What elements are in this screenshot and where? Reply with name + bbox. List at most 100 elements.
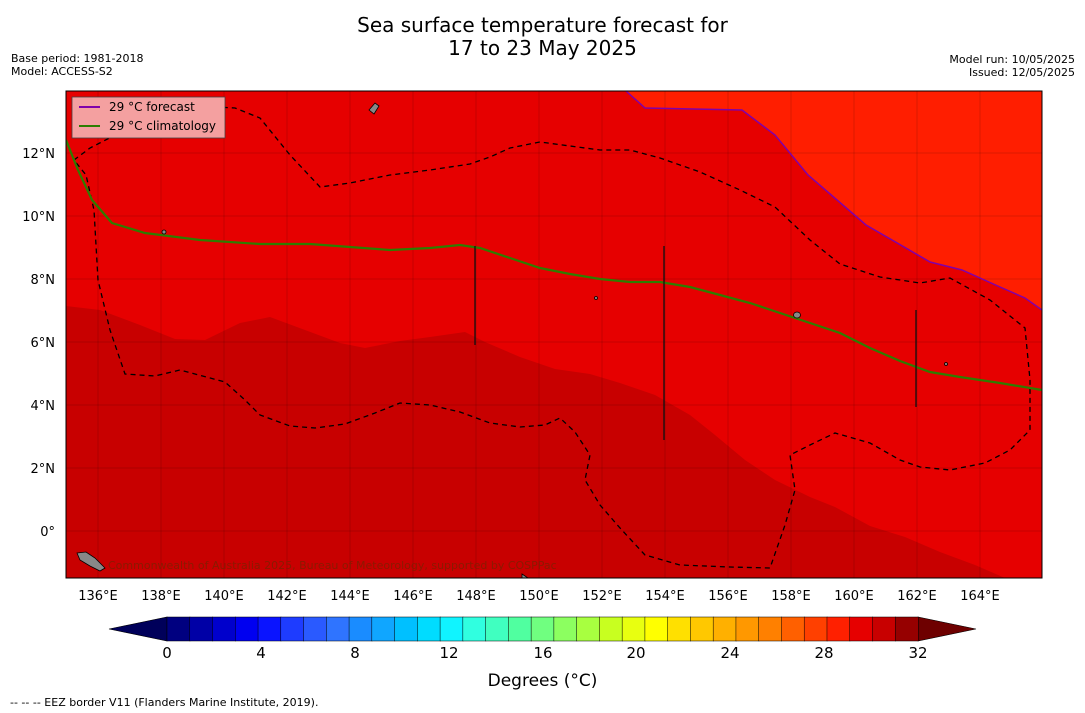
legend-forecast-label: 29 °C forecast xyxy=(109,100,195,114)
colorbar-tick: 8 xyxy=(350,644,360,662)
colorbar-cell xyxy=(644,616,669,642)
y-tick: 8°N xyxy=(31,273,56,288)
colorbar-cell xyxy=(417,616,441,642)
colorbar-cell xyxy=(712,616,737,642)
colorbar-cell xyxy=(371,616,396,642)
colorbar-tick: 4 xyxy=(256,644,266,662)
colorbar-cell xyxy=(462,616,487,642)
island-new-guinea xyxy=(76,551,106,572)
colorbar-cell xyxy=(667,616,691,642)
x-tick: 148°E xyxy=(456,589,496,604)
sst-29-region xyxy=(626,91,1042,310)
colorbar-cell xyxy=(553,616,578,642)
island-kosrae xyxy=(944,362,948,366)
colorbar-cell xyxy=(485,616,509,642)
colorbar-cell xyxy=(803,616,828,642)
x-tick: 154°E xyxy=(645,589,685,604)
issued-date: Issued: 12/05/2025 xyxy=(968,66,1075,79)
colorbar-cell xyxy=(326,616,350,642)
islands xyxy=(76,102,948,578)
x-tick: 136°E xyxy=(78,589,118,604)
x-tick: 146°E xyxy=(393,589,433,604)
colorbar-tick: 24 xyxy=(720,644,740,662)
colorbar-cell xyxy=(508,616,532,642)
colorbar-cell xyxy=(303,616,327,642)
colorbar-cell xyxy=(872,616,896,642)
colorbar-cell xyxy=(235,616,259,642)
colorbar-cell xyxy=(212,616,236,642)
colorbar-tick: 0 xyxy=(162,644,172,662)
colorbar-max-arrow xyxy=(917,616,977,642)
colorbar-cell xyxy=(576,616,600,642)
colorbar-cell xyxy=(189,616,214,642)
eez-footnote: -- -- -- EEZ border V11 (Flanders Marine… xyxy=(10,696,319,709)
island-north xyxy=(368,102,380,115)
y-axis-ticks: 12°N 10°N 8°N 6°N 4°N 2°N 0° xyxy=(22,147,55,540)
title-line-2: 17 to 23 May 2025 xyxy=(448,36,637,60)
x-tick: 158°E xyxy=(771,589,811,604)
model-run-info: Model run: 10/05/2025 Issued: 12/05/2025 xyxy=(949,53,1075,79)
x-tick: 150°E xyxy=(519,589,559,604)
forecast-29-line xyxy=(625,91,1042,311)
y-tick: 10°N xyxy=(22,210,55,225)
y-tick: 12°N xyxy=(22,147,55,162)
colorbar-min-arrow xyxy=(108,616,168,642)
colorbar-title: Degrees (°C) xyxy=(487,671,598,691)
eez-border xyxy=(73,105,1031,569)
colorbar-tick: 12 xyxy=(439,644,459,662)
model-run: Model run: 10/05/2025 xyxy=(949,53,1075,66)
colorbar-cells xyxy=(166,616,919,642)
colorbar-cell xyxy=(826,616,851,642)
colorbar-cell xyxy=(166,616,191,642)
y-tick: 4°N xyxy=(31,399,56,414)
colorbar-cell xyxy=(735,616,760,642)
base-period-info: Base period: 1981-2018 Model: ACCESS-S2 xyxy=(11,52,143,78)
colorbar-tick: 32 xyxy=(908,644,928,662)
y-tick: 0° xyxy=(40,525,55,540)
colorbar-cell xyxy=(621,616,646,642)
colorbar-cell xyxy=(849,616,874,642)
x-tick: 152°E xyxy=(582,589,622,604)
x-tick: 162°E xyxy=(897,589,937,604)
base-period: Base period: 1981-2018 xyxy=(11,52,144,65)
x-tick: 160°E xyxy=(834,589,874,604)
colorbar-cell xyxy=(599,616,623,642)
reference-markers xyxy=(474,246,917,440)
legend-box xyxy=(71,96,226,139)
colorbar-tick: 28 xyxy=(814,644,834,662)
legend: 29 °C forecast 29 °C climatology xyxy=(71,96,226,139)
colorbar-tick: 20 xyxy=(626,644,646,662)
colorbar-tick: 16 xyxy=(533,644,553,662)
y-tick: 2°N xyxy=(31,462,56,477)
colorbar-cell xyxy=(394,616,418,642)
colorbar-cell xyxy=(690,616,714,642)
x-tick: 142°E xyxy=(267,589,307,604)
x-tick: 156°E xyxy=(708,589,748,604)
x-tick: 164°E xyxy=(960,589,1000,604)
colorbar xyxy=(108,616,977,642)
island-pohnpei xyxy=(793,311,801,319)
y-tick: 6°N xyxy=(31,336,56,351)
colorbar-cell xyxy=(530,616,555,642)
island-south xyxy=(521,573,529,578)
x-tick: 140°E xyxy=(204,589,244,604)
copyright-text: Commonwealth of Australia 2025, Bureau o… xyxy=(108,559,557,572)
colorbar-cell xyxy=(280,616,305,642)
x-tick: 138°E xyxy=(141,589,181,604)
colorbar-cell xyxy=(257,616,282,642)
grid-lines xyxy=(66,91,1042,578)
colorbar-cell xyxy=(348,616,373,642)
island-chuuk xyxy=(594,296,598,300)
island-palau xyxy=(161,229,167,235)
legend-climatology-label: 29 °C climatology xyxy=(109,119,216,133)
sst-31-region xyxy=(66,306,1005,578)
model-name: Model: ACCESS-S2 xyxy=(11,65,113,78)
x-axis-ticks: 136°E 138°E 140°E 142°E 144°E 146°E 148°… xyxy=(78,589,1000,604)
colorbar-cell xyxy=(894,616,919,642)
map-title: Sea surface temperature forecast for 17 … xyxy=(0,14,1085,60)
colorbar-cell xyxy=(781,616,805,642)
x-tick: 144°E xyxy=(330,589,370,604)
colorbar-cell xyxy=(758,616,783,642)
colorbar-cell xyxy=(439,616,464,642)
